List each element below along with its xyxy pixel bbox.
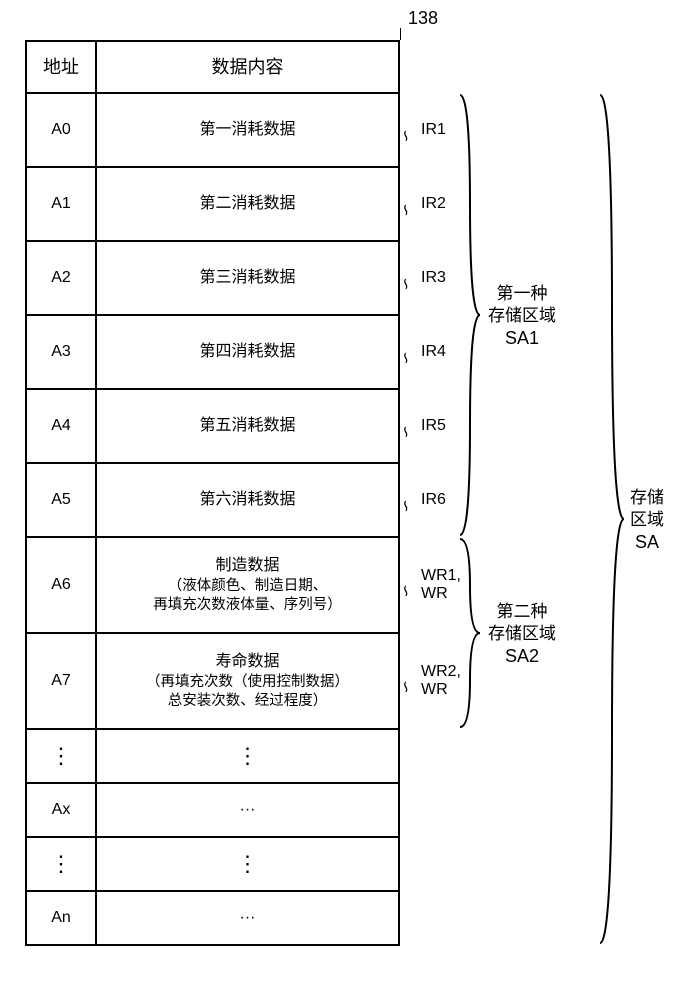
content-cell: 第三消耗数据 xyxy=(96,241,399,315)
table-row: A2第三消耗数据 xyxy=(26,241,399,315)
address-cell: A3 xyxy=(26,315,96,389)
bracket-label-sa: 存储 区域 SA xyxy=(630,487,664,555)
sa-l3: SA xyxy=(630,531,664,554)
row-label-tick: ∽ xyxy=(395,202,417,219)
sa-l1: 存储 xyxy=(630,488,664,507)
content-cell: 第二消耗数据 xyxy=(96,167,399,241)
row-label: IR6 xyxy=(421,491,446,509)
address-cell: A0 xyxy=(26,93,96,167)
table-row: A1第二消耗数据 xyxy=(26,167,399,241)
row-label-tick: ∽ xyxy=(395,276,417,293)
content-cell: ⋮ xyxy=(96,837,399,891)
memory-map-table: 地址 数据内容 A0第一消耗数据A1第二消耗数据A2第三消耗数据A3第四消耗数据… xyxy=(25,40,400,946)
row-label-tick: ∽ xyxy=(395,498,417,515)
content-title: 制造数据 xyxy=(103,555,392,577)
row-label-tick: ∽ xyxy=(395,583,417,600)
address-cell: A4 xyxy=(26,389,96,463)
content-sub: （液体颜色、制造日期、再填充次数液体量、序列号） xyxy=(103,577,392,615)
bracket-path xyxy=(600,95,624,943)
page: 138 地址 数据内容 A0第一消耗数据A1第二消耗数据A2第三消耗数据A3第四… xyxy=(0,0,681,1000)
table-row: An··· xyxy=(26,891,399,945)
address-cell: ⋮ xyxy=(26,837,96,891)
content-sub: （再填充次数（使用控制数据）总安装次数、经过程度） xyxy=(103,673,392,711)
row-label: IR1 xyxy=(421,121,446,139)
row-label: IR3 xyxy=(421,269,446,287)
address-cell: ⋮ xyxy=(26,729,96,783)
content-cell: 第一消耗数据 xyxy=(96,93,399,167)
header-data: 数据内容 xyxy=(96,41,399,93)
address-cell: A1 xyxy=(26,167,96,241)
table-row: A6制造数据（液体颜色、制造日期、再填充次数液体量、序列号） xyxy=(26,537,399,633)
table-row: ⋮⋮ xyxy=(26,729,399,783)
row-label: WR2,WR xyxy=(421,663,461,699)
content-cell: ··· xyxy=(96,891,399,945)
sa2-l3: SA2 xyxy=(488,645,556,668)
address-cell: Ax xyxy=(26,783,96,837)
row-label: IR5 xyxy=(421,417,446,435)
bracket-label-sa2: 第二种 存储区域 SA2 xyxy=(488,601,556,669)
header-row: 地址 数据内容 xyxy=(26,41,399,93)
content-cell: 第五消耗数据 xyxy=(96,389,399,463)
row-label: IR4 xyxy=(421,343,446,361)
address-cell: An xyxy=(26,891,96,945)
table-row: A5第六消耗数据 xyxy=(26,463,399,537)
table-row: A0第一消耗数据 xyxy=(26,93,399,167)
sa1-l1: 第一种 xyxy=(497,284,548,303)
table-row: A3第四消耗数据 xyxy=(26,315,399,389)
sa1-l2: 存储区域 xyxy=(488,306,556,325)
table-row: Ax··· xyxy=(26,783,399,837)
sa1-l3: SA1 xyxy=(488,327,556,350)
sa-l2: 区域 xyxy=(630,510,664,529)
table-row: A4第五消耗数据 xyxy=(26,389,399,463)
content-cell: ··· xyxy=(96,783,399,837)
content-title: 寿命数据 xyxy=(103,651,392,673)
figure-leader-line xyxy=(400,28,401,40)
row-label-tick: ∽ xyxy=(395,424,417,441)
sa2-l2: 存储区域 xyxy=(488,624,556,643)
bracket-path xyxy=(460,539,480,727)
figure-ref-label: 138 xyxy=(408,8,438,29)
address-cell: A6 xyxy=(26,537,96,633)
content-cell: 第四消耗数据 xyxy=(96,315,399,389)
content-cell: 制造数据（液体颜色、制造日期、再填充次数液体量、序列号） xyxy=(96,537,399,633)
bracket-path xyxy=(460,95,480,535)
content-cell: 寿命数据（再填充次数（使用控制数据）总安装次数、经过程度） xyxy=(96,633,399,729)
table-row: ⋮⋮ xyxy=(26,837,399,891)
row-label-tick: ∽ xyxy=(395,128,417,145)
bracket-label-sa1: 第一种 存储区域 SA1 xyxy=(488,283,556,351)
address-cell: A2 xyxy=(26,241,96,315)
row-label: WR1,WR xyxy=(421,567,461,603)
content-cell: 第六消耗数据 xyxy=(96,463,399,537)
content-cell: ⋮ xyxy=(96,729,399,783)
table-body: A0第一消耗数据A1第二消耗数据A2第三消耗数据A3第四消耗数据A4第五消耗数据… xyxy=(26,93,399,945)
address-cell: A7 xyxy=(26,633,96,729)
sa2-l1: 第二种 xyxy=(497,602,548,621)
memory-table-wrap: 地址 数据内容 A0第一消耗数据A1第二消耗数据A2第三消耗数据A3第四消耗数据… xyxy=(25,40,400,946)
row-label: IR2 xyxy=(421,195,446,213)
row-label-tick: ∽ xyxy=(395,679,417,696)
table-row: A7寿命数据（再填充次数（使用控制数据）总安装次数、经过程度） xyxy=(26,633,399,729)
header-address: 地址 xyxy=(26,41,96,93)
row-label-tick: ∽ xyxy=(395,350,417,367)
address-cell: A5 xyxy=(26,463,96,537)
